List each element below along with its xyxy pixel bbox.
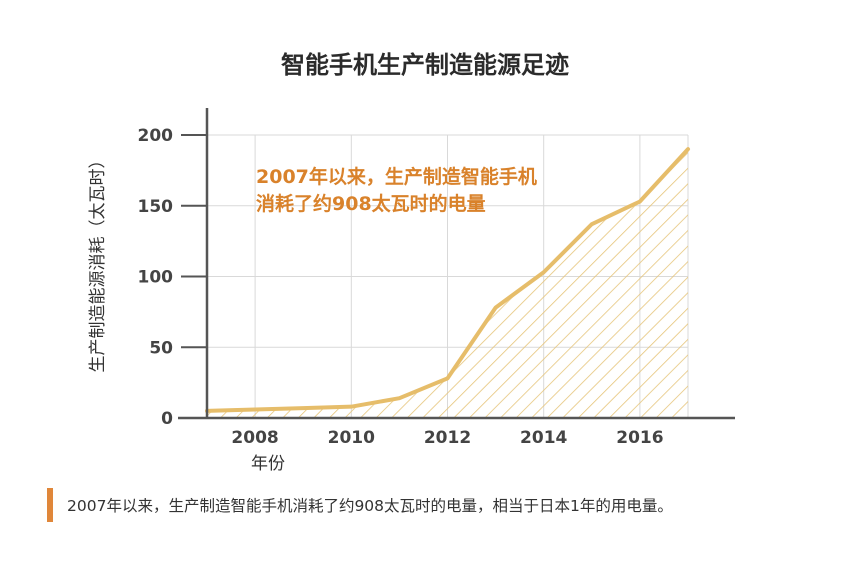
- y-tick-label-0: 0: [161, 409, 173, 429]
- footnote: 2007年以来，生产制造智能手机消耗了约908太瓦时的电量，相当于日本1年的用电…: [47, 488, 673, 522]
- x-tick-label-2008: 2008: [231, 428, 278, 448]
- annotation-line-2: 消耗了约908太瓦时的电量: [256, 192, 486, 215]
- y-tick-label-50: 50: [149, 338, 173, 358]
- x-tick-label-2014: 2014: [520, 428, 567, 448]
- y-tick-label-200: 200: [138, 126, 174, 146]
- area-series: [205, 147, 690, 418]
- footnote-text: 2007年以来，生产制造智能手机消耗了约908太瓦时的电量，相当于日本1年的用电…: [67, 497, 673, 515]
- x-tick-label-2016: 2016: [616, 428, 663, 448]
- x-axis-label: 年份: [251, 454, 285, 474]
- annotation-line-1: 2007年以来，生产制造智能手机: [256, 165, 537, 188]
- y-tick-label-100: 100: [138, 268, 174, 288]
- tick-labels: 0 50 100 150 200 2008 2010 2012 2014 2016: [138, 126, 664, 448]
- area-fill: [207, 149, 688, 418]
- y-tick-label-150: 150: [138, 197, 174, 217]
- axes: [178, 108, 735, 420]
- x-tick-label-2012: 2012: [424, 428, 471, 448]
- y-axis-label: 生产制造能源消耗（太瓦时）: [88, 152, 108, 373]
- series-line: [205, 147, 690, 413]
- chart-title: 智能手机生产制造能源足迹: [281, 51, 569, 79]
- x-tick-label-2010: 2010: [328, 428, 375, 448]
- area-chart: 智能手机生产制造能源足迹 0 50 100 150 200 2008 2010 2012 201…: [88, 51, 735, 474]
- footnote-accent-bar: [47, 488, 53, 522]
